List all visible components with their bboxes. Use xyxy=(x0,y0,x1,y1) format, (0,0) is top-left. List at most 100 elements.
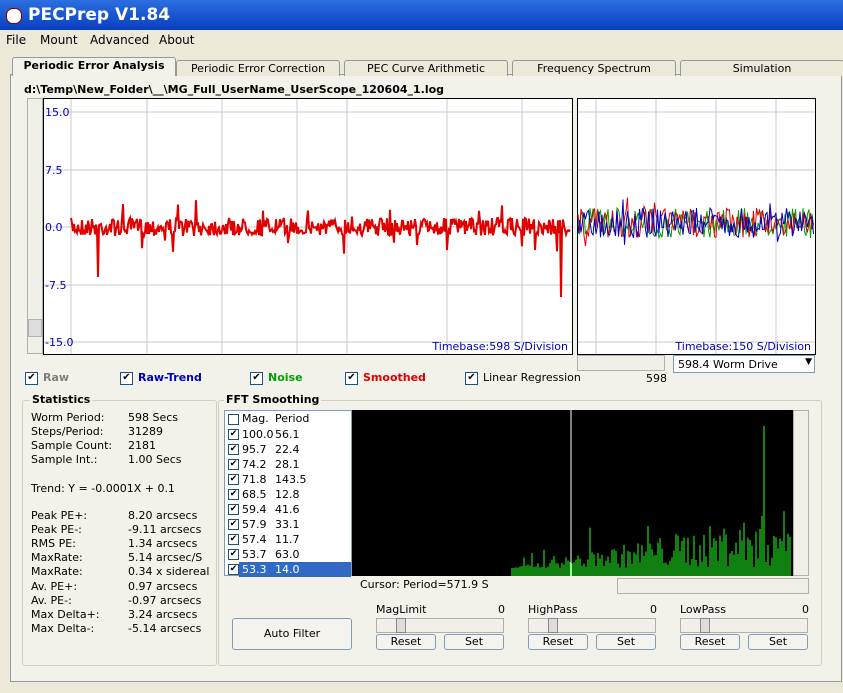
checkbox[interactable]: ✔ xyxy=(228,459,239,470)
vertical-scrollbar[interactable] xyxy=(793,410,809,576)
stat-value: 5.14 arcsec/S xyxy=(128,551,203,565)
set-button[interactable]: Set xyxy=(748,634,808,650)
menu-item[interactable]: Mount xyxy=(40,33,78,47)
checkbox[interactable]: ✔ xyxy=(228,549,239,560)
stat-label: Av. PE+: xyxy=(31,579,78,593)
cursor-readout: Cursor: Period=571.9 S xyxy=(360,578,489,591)
magnitude: 53.3 xyxy=(242,563,267,576)
magnitude: 59.4 xyxy=(242,503,267,516)
tab[interactable]: PEC Curve Arithmetic xyxy=(344,60,508,76)
fft-list: Mag. Period ✔ 100.0 56.1 ✔ 95.7 22.4 ✔ 74.2 28.1 ✔ 7… xyxy=(224,410,352,577)
period: 143.5 xyxy=(275,473,307,486)
dropdown-arrow: ▼ xyxy=(805,357,812,367)
stat-value: 0.97 arcsecs xyxy=(128,579,198,593)
checkbox[interactable]: ✔ xyxy=(228,474,239,485)
tab[interactable]: Periodic Error Analysis xyxy=(12,57,176,76)
scroll-thumb[interactable] xyxy=(28,319,42,337)
magnitude: 68.5 xyxy=(242,488,267,501)
checkbox[interactable]: ✔ xyxy=(345,372,358,385)
dropdown-text: 598.4 Worm Drive xyxy=(678,358,778,371)
stat-value: 598 Secs xyxy=(128,411,179,424)
checkbox[interactable] xyxy=(228,414,239,425)
fft-group xyxy=(218,400,822,666)
horizontal-scrollbar[interactable] xyxy=(617,578,809,594)
worm-dropdown[interactable]: 598.4 Worm Drive ▼ xyxy=(673,355,815,373)
slider-thumb[interactable] xyxy=(396,618,406,633)
y-axis-label: -15.0 xyxy=(45,336,73,349)
menu-item[interactable]: Advanced xyxy=(90,33,150,47)
period: 11.7 xyxy=(275,533,300,546)
menu-item[interactable]: About xyxy=(159,33,195,47)
stat-label: Max Delta+: xyxy=(31,607,100,621)
timebase-label: Timebase:598 S/Division xyxy=(431,340,568,353)
stat-label: Peak PE-: xyxy=(31,523,82,537)
stat-value: 31289 xyxy=(128,425,163,438)
list-header: Period xyxy=(275,412,310,425)
reset-button[interactable]: Reset xyxy=(376,634,436,650)
stat-label: Worm Period: xyxy=(31,411,105,424)
menu-item[interactable]: File xyxy=(6,33,27,47)
stat-label: Sample Int.: xyxy=(31,453,98,466)
checkbox[interactable]: ✔ xyxy=(465,372,478,385)
checkbox[interactable]: ✔ xyxy=(250,372,263,385)
checkbox[interactable]: ✔ xyxy=(228,489,239,500)
stat-value: -5.14 arcsecs xyxy=(128,621,202,635)
main-plot: 15.0 7.5 0.0 -7.5 -15.0 Timebase:598 S/Divisi… xyxy=(43,98,573,355)
reset-button[interactable]: Reset xyxy=(680,634,740,650)
checkbox[interactable]: ✔ xyxy=(228,519,239,530)
timebase-label: Timebase:150 S/Division xyxy=(674,340,811,353)
tab[interactable]: Simulation xyxy=(680,60,843,76)
period: 63.0 xyxy=(275,548,300,561)
checkbox[interactable]: ✔ xyxy=(25,372,38,385)
selected-row-bg xyxy=(239,562,351,577)
slider-label: HighPass xyxy=(528,603,578,616)
checkbox[interactable]: ✔ xyxy=(228,444,239,455)
spectrum-plot xyxy=(352,410,793,576)
vertical-scrollbar[interactable] xyxy=(27,98,43,354)
y-axis-label: -7.5 xyxy=(45,279,66,292)
smoothed-trace xyxy=(70,200,571,298)
set-button[interactable]: Set xyxy=(596,634,656,650)
title-bar: PECPrep V1.84 xyxy=(0,0,843,30)
magnitude: 57.4 xyxy=(242,533,267,546)
checkbox-label: Linear Regression xyxy=(483,371,581,384)
auto-filter-button[interactable]: Auto Filter xyxy=(232,618,352,650)
group-title: Statistics xyxy=(30,393,93,406)
checkbox[interactable]: ✔ xyxy=(228,429,239,440)
slider-track[interactable] xyxy=(680,618,808,633)
tab[interactable]: Frequency Spectrum xyxy=(512,60,676,76)
y-axis-label: 15.0 xyxy=(45,106,70,119)
checkbox[interactable]: ✔ xyxy=(228,564,239,575)
period: 41.6 xyxy=(275,503,300,516)
stat-label: Max Delta-: xyxy=(31,621,95,635)
worm-scrollbar[interactable] xyxy=(577,355,665,371)
stat-label: MaxRate: xyxy=(31,565,83,579)
stat-value: 8.20 arcsecs xyxy=(128,509,198,522)
period: 12.8 xyxy=(275,488,300,501)
slider-track[interactable] xyxy=(376,618,504,633)
slider-thumb[interactable] xyxy=(548,618,558,633)
period: 14.0 xyxy=(275,563,300,576)
app-icon xyxy=(6,8,22,24)
checkbox[interactable]: ✔ xyxy=(228,504,239,515)
set-button[interactable]: Set xyxy=(444,634,504,650)
stat-value: 2181 xyxy=(128,439,156,452)
stat-value: 3.24 arcsecs xyxy=(128,607,198,621)
slider-thumb[interactable] xyxy=(700,618,710,633)
reset-button[interactable]: Reset xyxy=(528,634,588,650)
stat-label: MaxRate: xyxy=(31,551,83,565)
slider-track[interactable] xyxy=(528,618,656,633)
checkbox[interactable]: ✔ xyxy=(120,372,133,385)
magnitude: 57.9 xyxy=(242,518,267,531)
file-path: d:\Temp\New_Folder\__\MG_Full_UserName_U… xyxy=(24,83,445,96)
tab[interactable]: Periodic Error Correction xyxy=(176,60,340,76)
stat-value: 1.00 Secs xyxy=(128,453,182,466)
slider-label: LowPass xyxy=(680,603,727,616)
slider-label: MagLimit xyxy=(376,603,427,616)
checkbox[interactable]: ✔ xyxy=(228,534,239,545)
checkbox-label: Raw xyxy=(43,371,70,384)
window-title: PECPrep V1.84 xyxy=(28,5,171,25)
stat-value: 1.34 arcsecs xyxy=(128,537,198,551)
worm-trace xyxy=(577,199,814,245)
checkbox-label: Smoothed xyxy=(363,371,426,384)
